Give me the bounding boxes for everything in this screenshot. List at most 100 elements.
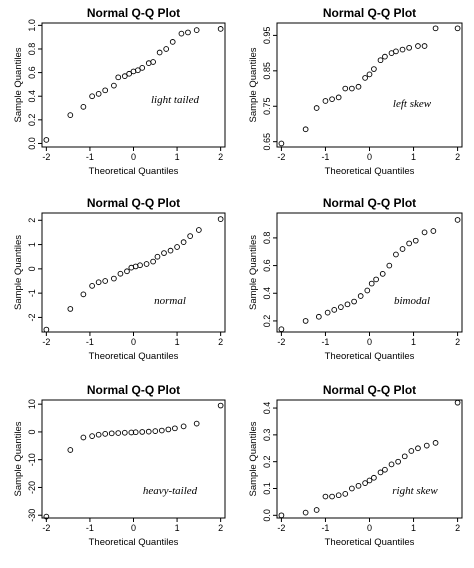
data-point — [163, 46, 170, 52]
data-point — [67, 306, 74, 312]
data-point — [174, 244, 180, 250]
data-point — [377, 57, 384, 64]
data-point — [302, 126, 309, 133]
data-point — [95, 279, 102, 286]
data-point — [102, 431, 109, 437]
data-point — [371, 66, 377, 72]
data-point — [329, 96, 335, 103]
data-point — [108, 430, 115, 437]
data-point — [322, 98, 329, 104]
data-point — [217, 216, 224, 222]
y-tick-label: 1 — [27, 242, 37, 247]
x-axis-label: Theoretical Quantiles — [89, 537, 179, 548]
data-point — [278, 140, 285, 147]
data-point — [357, 293, 364, 299]
data-point — [117, 270, 124, 277]
y-tick-label: 0 — [27, 266, 37, 271]
data-point — [80, 103, 87, 110]
x-tick-label: 0 — [367, 523, 372, 533]
data-point — [364, 287, 371, 294]
qq-panel-6: Normal Q-Q Plot -2 -1 0 1 2 0.0 0.1 0.2 0.3 0.4 The… — [248, 383, 463, 548]
data-point — [355, 482, 362, 489]
x-tick-label: -2 — [42, 523, 50, 533]
data-point — [139, 65, 146, 71]
data-point — [313, 105, 320, 111]
data-point — [115, 74, 122, 81]
data-point — [386, 262, 393, 269]
data-point — [156, 49, 163, 56]
y-tick-label: 0.0 — [262, 509, 272, 522]
y-tick-label: 0 — [27, 429, 37, 434]
x-tick-label: -2 — [42, 152, 50, 162]
y-tick-label: 0.4 — [27, 90, 37, 103]
data-point — [80, 291, 87, 298]
y-tick-label: 0.65 — [262, 133, 272, 151]
y-tick-label: 2 — [27, 218, 37, 223]
x-tick-label: 0 — [131, 337, 136, 347]
data-point — [43, 326, 50, 333]
data-point — [178, 30, 185, 37]
x-tick-label: 1 — [411, 523, 416, 533]
x-tick-label: -1 — [321, 152, 329, 162]
y-tick-label: -2 — [27, 313, 37, 321]
plot-frame — [276, 399, 463, 519]
data-point — [388, 461, 395, 468]
y-tick-label: -20 — [27, 481, 37, 494]
x-tick-label: 1 — [175, 337, 180, 347]
x-tick-label: 1 — [175, 523, 180, 533]
data-point — [165, 426, 172, 433]
data-point — [373, 276, 379, 283]
x-tick-label: 2 — [455, 337, 460, 347]
plot-frame — [276, 212, 463, 333]
data-point — [406, 240, 412, 247]
data-point — [43, 513, 50, 520]
data-point — [395, 458, 401, 465]
y-axis-label: Sample Quantiles — [13, 421, 24, 496]
data-point — [349, 485, 355, 492]
y-tick-label: 0.0 — [27, 137, 37, 150]
y-tick-label: 0.3 — [262, 429, 272, 442]
data-point — [342, 85, 349, 92]
data-point — [102, 87, 109, 94]
data-point — [382, 53, 388, 60]
data-point — [399, 246, 406, 252]
data-point — [89, 433, 95, 439]
data-point — [193, 420, 200, 427]
y-tick-label: 0.95 — [262, 27, 272, 45]
data-point — [344, 301, 351, 308]
data-point — [382, 466, 388, 473]
plot-title: Normal Q-Q Plot — [323, 6, 416, 20]
data-point — [322, 493, 329, 500]
distribution-annotation: right skew — [392, 485, 438, 497]
x-tick-label: 1 — [411, 152, 416, 162]
plot-frame — [41, 399, 226, 519]
data-point — [126, 70, 132, 77]
x-axis-label: Theoretical Quantiles — [325, 537, 415, 548]
y-tick-label: 0.2 — [27, 114, 37, 127]
qq-panel-2: Normal Q-Q Plot -2 -1 0 1 2 0.65 0.75 0.85 0.95 Th… — [248, 6, 463, 177]
qq-panel-5: Normal Q-Q Plot-2 -1 0 1 2-30-20-10010Theore… — [13, 383, 226, 548]
data-point — [121, 73, 128, 79]
plot-title: Normal Q-Q Plot — [87, 196, 180, 210]
data-point — [139, 429, 146, 435]
data-point — [362, 75, 368, 81]
data-point — [158, 427, 165, 434]
data-point — [80, 434, 87, 441]
y-axis-label: Sample Quantiles — [248, 47, 259, 122]
data-point — [150, 258, 156, 265]
plot-title: Normal Q-Q Plot — [323, 383, 416, 397]
data-point — [180, 239, 187, 245]
y-tick-label: 1.0 — [27, 19, 37, 32]
data-point — [135, 67, 141, 74]
y-tick-label: -10 — [27, 453, 37, 466]
x-axis-label: Theoretical Quantiles — [325, 166, 415, 177]
data-point — [406, 44, 412, 51]
distribution-annotation: bimodal — [394, 295, 430, 307]
data-point — [169, 39, 176, 45]
plot-title: Normal Q-Q Plot — [87, 6, 180, 20]
x-tick-label: 1 — [175, 152, 180, 162]
qq-panel-1: Normal Q-Q Plot -2 -1 0 1 2 0.0 0.2 0.4 0.6 0.8 1.0… — [13, 6, 226, 177]
distribution-annotation: light tailed — [151, 94, 199, 106]
x-tick-label: -2 — [42, 337, 50, 347]
data-point — [102, 278, 109, 284]
